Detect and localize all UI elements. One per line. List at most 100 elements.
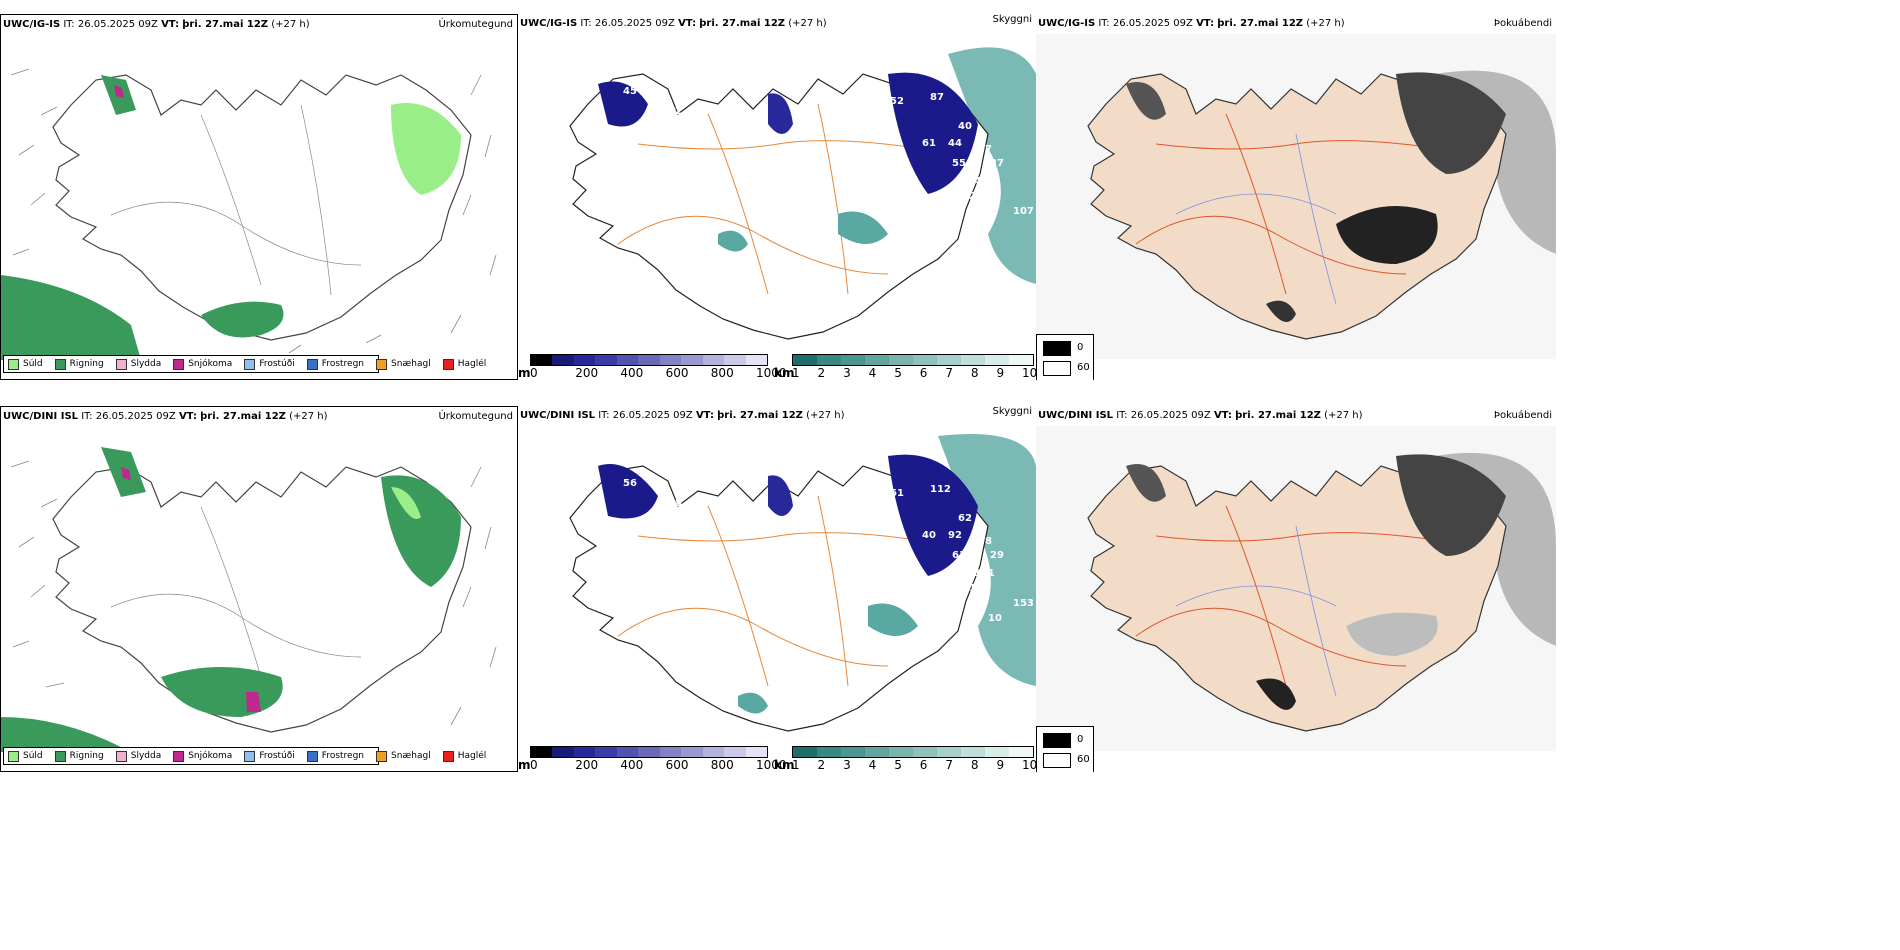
iceland-precip-map: [1, 68, 497, 360]
colorbar-cell: [702, 747, 725, 757]
colorbar-tick: 6: [919, 758, 928, 772]
colorbar-tick: 1000: [756, 366, 787, 380]
colorbar-tick: 800: [710, 758, 734, 772]
precip-value-label: 10: [988, 613, 1002, 624]
colorbar-tick: 9: [996, 366, 1005, 380]
precip-type-panel-1: UWC/IG-IS IT: 26.05.2025 09Z VT: þri. 27…: [0, 14, 518, 380]
precip-value-label: 48: [974, 176, 988, 187]
legend-swatch: [115, 358, 127, 370]
precip-value-label: 42: [962, 191, 976, 202]
colorbar-cell: [573, 355, 596, 365]
colorbar-cell: [961, 355, 985, 365]
fog-legend-dark-swatch: [1043, 341, 1071, 356]
fog-legend-light-label: 60: [1077, 362, 1090, 373]
colorbar-cell: [841, 355, 865, 365]
fog-legend: 0 60: [1036, 726, 1094, 772]
colorbar-tick: 8: [970, 758, 979, 772]
colorbar-cell: [841, 747, 865, 757]
visibility-unit: km: [774, 758, 795, 772]
colorbar-cell: [745, 355, 767, 365]
fog-legend-dark-swatch: [1043, 733, 1071, 748]
legend-swatch: [442, 358, 454, 370]
panel-title: UWC/IG-IS IT: 26.05.2025 09Z VT: þri. 27…: [1038, 18, 1345, 29]
panel-title: UWC/DINI ISL IT: 26.05.2025 09Z VT: þri.…: [3, 411, 328, 422]
colorbar-cell: [889, 355, 913, 365]
colorbar-tick: 10: [1022, 366, 1036, 380]
precip-value-label: 40: [922, 530, 936, 541]
legend-swatch: [8, 358, 19, 370]
colorbar-cell: [659, 747, 682, 757]
fog-panel-2: UWC/DINI ISL IT: 26.05.2025 09Z VT: þri.…: [1036, 406, 1556, 772]
colorbar-tick: 400: [620, 758, 644, 772]
colorbar-tick: 5: [894, 366, 902, 380]
colorbar-tick: 6: [919, 366, 928, 380]
precip-value-label: 171: [974, 568, 995, 579]
colorbar-cell: [681, 355, 703, 365]
colorbar-tick: 3: [843, 758, 851, 772]
visibility-panel-2: UWC/DINI ISL IT: 26.05.2025 09Z VT: þri.…: [518, 406, 1036, 772]
precip-type-panel-2: UWC/DINI ISL IT: 26.05.2025 09Z VT: þri.…: [0, 406, 518, 772]
cloud-base-bar: [530, 746, 768, 758]
colorbar-cell: [865, 747, 889, 757]
colorbar-cell: [531, 747, 553, 757]
legend-swatch: [173, 358, 185, 370]
cloud-base-unit: m: [518, 758, 531, 772]
colorbar-cell: [1009, 355, 1033, 365]
legend-swatch: [54, 358, 66, 370]
colorbar-tick: 200: [575, 366, 599, 380]
legend-swatch: [54, 750, 66, 762]
visibility-bar: [792, 354, 1034, 366]
precip-value-label: 40: [958, 121, 972, 132]
colorbar-cell: [961, 747, 985, 757]
colorbar-tick: 2: [817, 758, 826, 772]
colorbar-tick: 7: [945, 758, 953, 772]
precip-value-label: 29: [990, 550, 1004, 561]
colorbar-tick: 0: [530, 758, 538, 772]
colorbar-tick: 4: [868, 366, 877, 380]
colorbar-cell: [616, 747, 639, 757]
colorbar-cell: [616, 355, 639, 365]
colorbar-tick: 8: [970, 366, 979, 380]
colorbar-tick: 1: [792, 366, 800, 380]
colorbar-cell: [793, 355, 817, 365]
colorbar-cell: [659, 355, 682, 365]
cloud-base-colorbar: m 0 200 400 600 800 1000: [518, 352, 787, 380]
visibility-unit: km: [774, 366, 795, 380]
colorbar-cell: [913, 747, 937, 757]
colorbar-cell: [889, 747, 913, 757]
colorbar-cell: [985, 747, 1009, 757]
colorbar-cell: [638, 355, 660, 365]
colorbar-tick: 0: [530, 366, 538, 380]
panel-right-title: Skyggni: [992, 406, 1032, 417]
colorbar-cell: [681, 747, 703, 757]
cloud-base-unit: m: [518, 366, 531, 380]
precip-value-label: 52: [890, 96, 904, 107]
colorbar-cell: [937, 747, 961, 757]
precip-value-label: 61: [952, 550, 966, 561]
iceland-fog-map: [1036, 426, 1556, 751]
cloud-base-bar: [530, 354, 768, 366]
precip-value-label: 38: [978, 536, 992, 547]
colorbar-cell: [817, 355, 841, 365]
legend-swatch: [244, 750, 256, 762]
colorbar-cell: [1009, 747, 1033, 757]
panel-title: UWC/DINI ISL IT: 26.05.2025 09Z VT: þri.…: [1038, 410, 1363, 421]
colorbar-cell: [913, 355, 937, 365]
colorbar-tick: 7: [945, 366, 953, 380]
visibility-colorbar: km 1 2 3 4 5 6 7 8 9 10: [774, 744, 1036, 772]
colorbar-cell: [573, 747, 596, 757]
legend-swatch: [173, 750, 185, 762]
colorbar-tick: 10: [1022, 758, 1036, 772]
precip-value-label: 153: [1013, 598, 1034, 609]
visibility-colorbar: km 1 2 3 4 5 6 7 8 9 10: [774, 352, 1036, 380]
colorbar-cell: [793, 747, 817, 757]
colorbar-cell: [552, 355, 574, 365]
panel-right-title: Þokuábendi: [1493, 18, 1552, 29]
fog-legend-dark-label: 0: [1077, 734, 1084, 745]
precip-value-label: 82: [668, 106, 682, 117]
panel-title: UWC/IG-IS IT: 26.05.2025 09Z VT: þri. 27…: [520, 18, 827, 29]
legend-swatch: [115, 750, 127, 762]
precip-value-label: 61: [922, 138, 936, 149]
colorbar-tick: 9: [996, 758, 1005, 772]
colorbar-tick: 2: [817, 366, 826, 380]
